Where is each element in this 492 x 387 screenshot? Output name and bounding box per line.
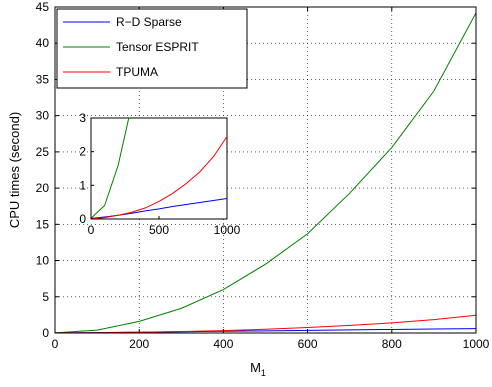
x-axis-label-main: M [250,360,261,375]
y-tick-label-40: 40 [36,36,50,50]
legend-label-tensor-esprit: Tensor ESPRIT [116,40,199,54]
y-tick-label-5: 5 [42,290,49,304]
x-tick-label-1000: 1000 [463,337,490,351]
inset-x-tick-label-1000: 1000 [214,223,241,237]
legend-label-rd-sparse: R−D Sparse [116,15,182,29]
y-tick-label-15: 15 [36,217,50,231]
main-plot-frame [54,6,477,334]
y-tick-label-10: 10 [36,254,50,268]
y-tick-label-25: 25 [36,145,50,159]
y-tick-label-20: 20 [36,181,50,195]
x-tick-label-400: 400 [213,337,233,351]
x-tick-label-800: 800 [382,337,402,351]
y-tick-label-45: 45 [36,0,50,14]
inset-x-tick-label-500: 500 [149,223,169,237]
inset-y-tick-label-3: 3 [79,111,86,125]
y-tick-label-30: 30 [36,109,50,123]
series-line-tensor-esprit [55,12,476,333]
inset-series-line-1 [91,118,130,219]
x-tick-label-200: 200 [129,337,149,351]
x-axis-label: M1 [250,360,266,378]
inset-plot-area [90,117,228,220]
inset-plot: 0 500 1000 0 1 2 3 [79,111,240,237]
legend-label-tpuma: TPUMA [116,65,158,79]
y-tick-label-35: 35 [36,72,50,86]
y-axis-label: CPU times (second) [7,112,22,228]
inset-ticks [90,117,228,220]
x-tick-label-0: 0 [52,337,59,351]
main-series [55,12,476,333]
series-line-tpuma [55,314,476,333]
legend: R−D Sparse Tensor ESPRIT TPUMA [56,8,248,89]
inset-series-line-2 [91,136,227,219]
inset-y-tick-label-2: 2 [79,145,86,159]
inset-x-tick-label-0: 0 [88,223,95,237]
inset-y-tick-label-1: 1 [79,178,86,192]
inset-tick-labels: 0 500 1000 0 1 2 3 [79,111,240,237]
inset-series [91,118,227,219]
inset-y-tick-label-0: 0 [79,212,86,226]
x-tick-label-600: 600 [298,337,318,351]
y-tick-label-0: 0 [42,326,49,340]
x-axis-label-subscript: 1 [261,368,266,378]
